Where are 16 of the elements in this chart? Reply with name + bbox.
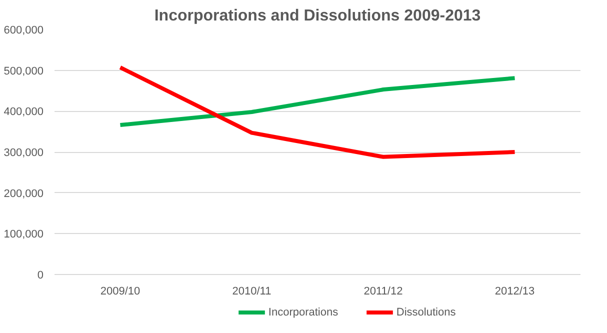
y-tick-label: 300,000 [4, 147, 44, 159]
x-tick-label: 2011/12 [364, 286, 403, 298]
line-series [118, 65, 517, 159]
y-tick-label: 200,000 [4, 188, 44, 200]
y-tick-label: 500,000 [4, 65, 44, 78]
line-series [118, 76, 517, 128]
y-tick-label: 600,000 [4, 24, 44, 36]
x-tick-label: 2009/10 [100, 286, 140, 298]
x-tick-label: 2012/13 [494, 286, 535, 298]
chart-title: Incorporations and Dissolutions 2009-2013 [154, 8, 481, 24]
legend-label: Dissolutions [396, 306, 456, 318]
y-tick-label: 100,000 [4, 228, 44, 241]
x-tick-label: 2010/11 [232, 286, 272, 298]
y-tick-label: 400,000 [4, 106, 44, 118]
y-tick-label: 0 [37, 270, 44, 282]
legend-label: Incorporations [268, 306, 339, 318]
